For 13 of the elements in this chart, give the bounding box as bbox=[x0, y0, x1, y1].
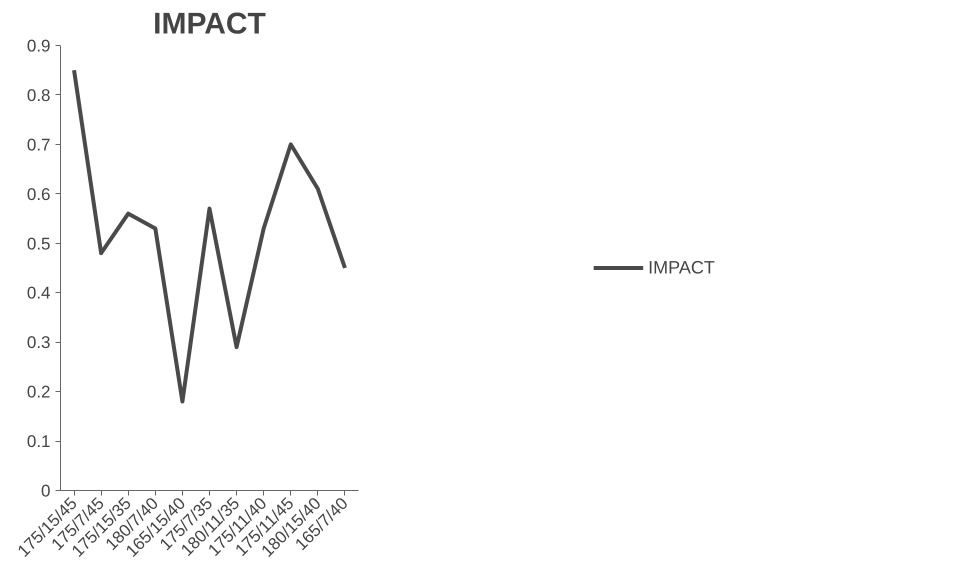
y-tick-label: 0.2 bbox=[26, 382, 51, 402]
y-tick-label: 0.4 bbox=[26, 284, 51, 303]
y-tick-label: 0.9 bbox=[26, 36, 51, 56]
y-tick-label: 0.7 bbox=[26, 135, 51, 154]
y-tick-label: 0 bbox=[41, 482, 51, 500]
y-tick-label: 0.1 bbox=[26, 432, 51, 452]
chart-title: IMPACT bbox=[153, 8, 266, 40]
line-series bbox=[72, 68, 347, 404]
y-tick-label: 0.3 bbox=[26, 333, 51, 352]
y-tick-label: 0.8 bbox=[26, 86, 51, 105]
y-tick-label: 0.6 bbox=[26, 184, 51, 204]
y-tick-label: 0.5 bbox=[26, 234, 51, 254]
legend-label: IMPACT bbox=[648, 257, 715, 278]
